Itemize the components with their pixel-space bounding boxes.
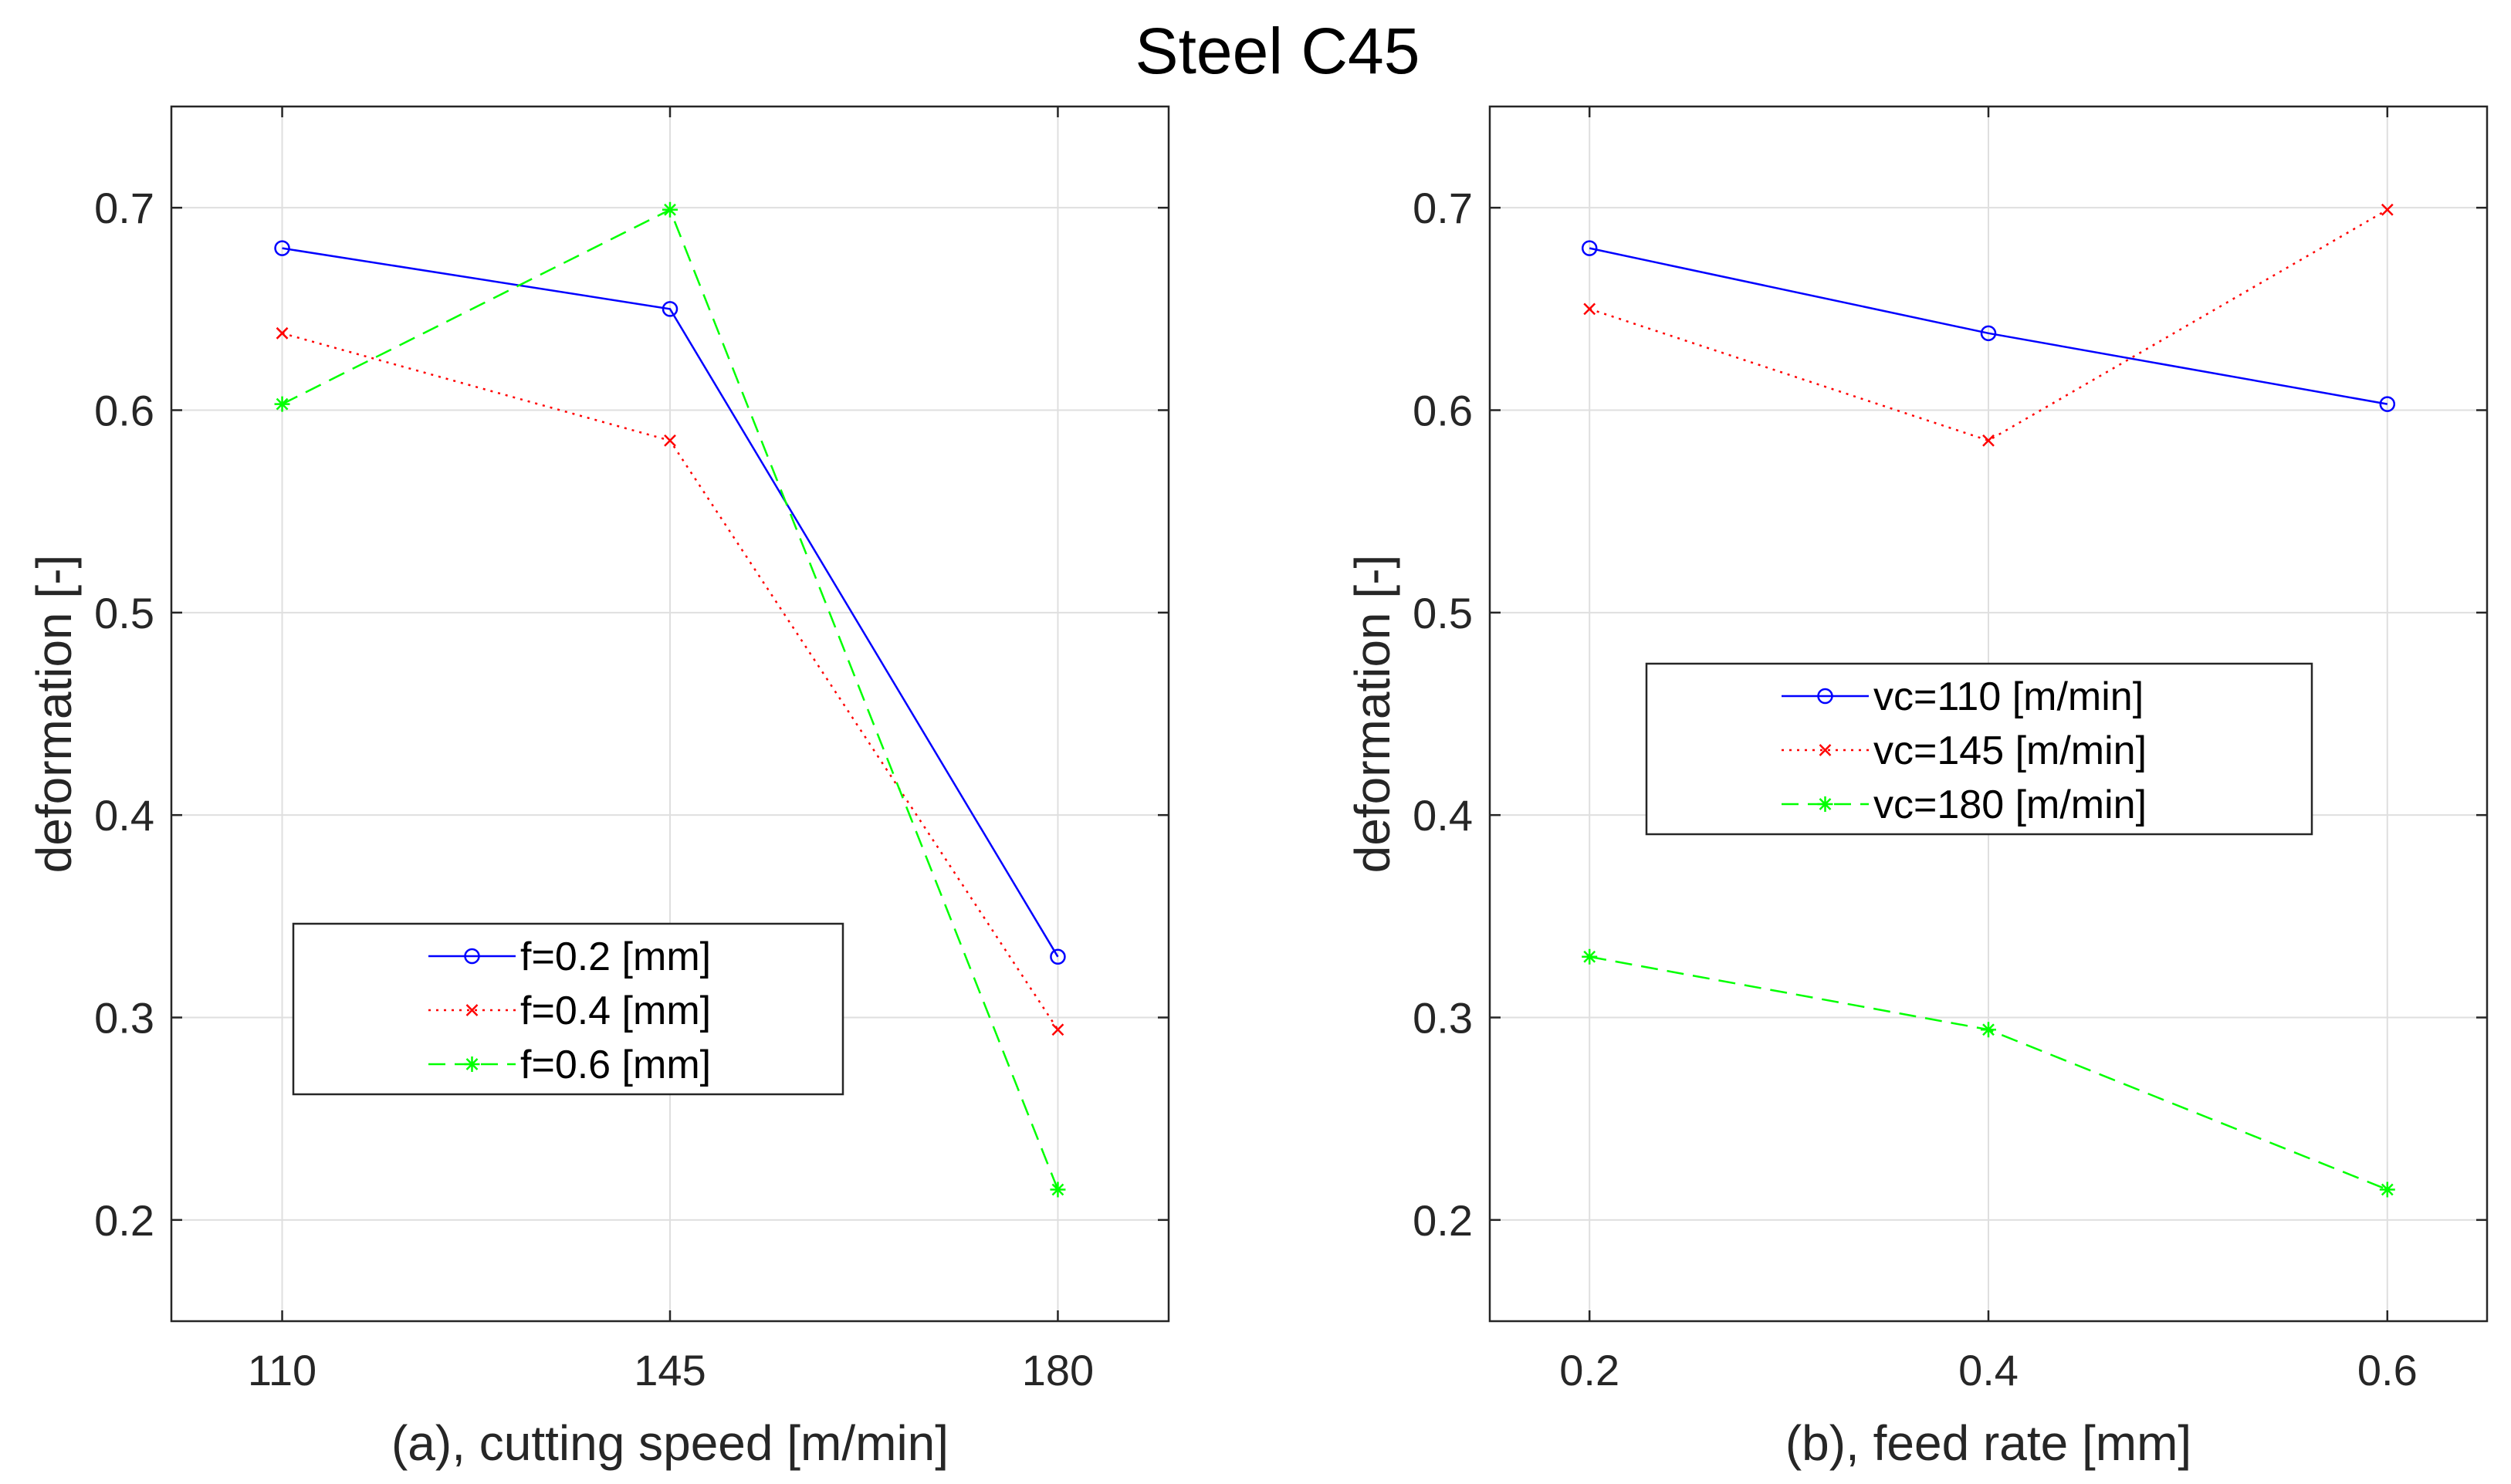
data-point-marker — [2379, 1181, 2395, 1198]
y-tick-label: 0.2 — [1413, 1196, 1473, 1245]
data-point-marker — [662, 201, 678, 218]
data-point-marker — [1050, 948, 1066, 965]
data-point-marker — [274, 240, 290, 256]
series-line — [1589, 247, 2388, 405]
data-point-marker — [2379, 396, 2396, 412]
y-tick-label: 0.3 — [94, 994, 154, 1043]
x-tick-label: 145 — [634, 1346, 706, 1394]
y-tick-label: 0.6 — [1413, 387, 1473, 435]
data-point-marker — [1051, 1023, 1064, 1036]
plot-a: 0.2 0.3 0.4 0.5 0.6 0.7 110 145 180 (a), cutting … — [26, 105, 1170, 1471]
y-tick-label: 0.5 — [94, 589, 154, 637]
data-point-marker — [664, 434, 676, 447]
legend-label: f=0.4 [mm] — [520, 989, 711, 1033]
legend-marker — [465, 1004, 479, 1016]
y-axis-label: deformation [-] — [1345, 555, 1400, 874]
y-tick-label: 0.6 — [94, 387, 154, 435]
data-point-marker — [276, 326, 289, 340]
y-tick-label: 0.7 — [94, 184, 154, 232]
y-tick-label: 0.3 — [1413, 994, 1473, 1043]
legend-label: f=0.2 [mm] — [520, 935, 711, 979]
x-tick-label: 110 — [248, 1346, 316, 1394]
legend-label: vc=145 [m/min] — [1873, 728, 2147, 773]
data-point-marker — [1582, 948, 1598, 965]
y-tick-label: 0.4 — [94, 791, 154, 840]
x-axis-label: (a), cutting speed [m/min] — [391, 1415, 949, 1471]
data-point-marker — [2381, 203, 2394, 216]
legend-marker — [1819, 744, 1832, 756]
data-point-marker — [662, 301, 679, 317]
legend-marker — [464, 1056, 480, 1072]
data-point-marker — [1980, 325, 1997, 342]
x-axis-label: (b), feed rate [mm] — [1785, 1415, 2191, 1471]
legend-marker — [464, 948, 480, 965]
data-point-marker — [1981, 1022, 1996, 1038]
plot-b: 0.2 0.3 0.4 0.5 0.6 0.7 0.2 0.4 0.6 (b), feed rat… — [1345, 105, 2489, 1471]
legend-box — [292, 922, 844, 1096]
x-tick-label: 0.4 — [1958, 1346, 2019, 1394]
data-point-marker — [1581, 240, 1598, 256]
y-tick-label: 0.4 — [1413, 791, 1473, 840]
y-tick-label: 0.5 — [1413, 589, 1473, 637]
data-point-marker — [1050, 1181, 1066, 1198]
legend-box — [1645, 662, 2313, 836]
data-point-marker — [274, 396, 290, 412]
figure-title: Steel C45 — [1135, 15, 1420, 87]
legend-label: f=0.6 [mm] — [520, 1043, 711, 1087]
legend-label: vc=180 [m/min] — [1873, 783, 2147, 827]
legend-label: vc=110 [m/min] — [1873, 674, 2144, 719]
data-point-marker — [1982, 434, 1995, 447]
series-line — [1589, 208, 2388, 442]
y-axis-label: deformation [-] — [26, 555, 82, 874]
legend: f=0.2 [mm] f=0.4 [mm] f=0.6 [mm] — [292, 922, 844, 1096]
y-tick-label: 0.2 — [94, 1196, 154, 1245]
data-point-marker — [1583, 303, 1596, 316]
x-tick-label: 0.2 — [1559, 1346, 1619, 1394]
y-tick-label: 0.7 — [1413, 184, 1473, 232]
x-tick-label: 180 — [1022, 1346, 1094, 1394]
x-tick-label: 0.6 — [2357, 1346, 2418, 1394]
legend-marker — [1817, 688, 1833, 705]
series-line — [282, 247, 1059, 958]
legend: vc=110 [m/min] vc=145 [m/min] vc=180 [m/mi… — [1645, 662, 2313, 836]
legend-marker — [1817, 796, 1833, 812]
